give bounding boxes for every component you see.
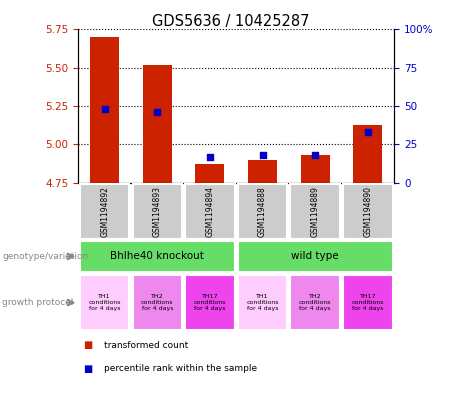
Text: ■: ■ — [83, 340, 92, 350]
Text: TH2
conditions
for 4 days: TH2 conditions for 4 days — [299, 294, 331, 311]
Bar — [354, 125, 382, 183]
Text: GSM1194892: GSM1194892 — [100, 186, 109, 237]
Text: growth protocol: growth protocol — [2, 298, 74, 307]
Text: Bhlhe40 knockout: Bhlhe40 knockout — [110, 252, 204, 261]
Text: wild type: wild type — [291, 252, 339, 261]
Text: GSM1194893: GSM1194893 — [153, 186, 162, 237]
Bar — [195, 164, 225, 183]
Bar — [343, 275, 393, 330]
Point — [206, 154, 213, 160]
Bar — [238, 241, 393, 272]
Text: transformed count: transformed count — [104, 341, 188, 349]
Text: GSM1194890: GSM1194890 — [363, 186, 372, 237]
Bar — [185, 275, 235, 330]
Bar — [290, 275, 340, 330]
Text: ■: ■ — [83, 364, 92, 374]
Bar — [133, 184, 182, 239]
Bar — [238, 275, 287, 330]
Bar — [80, 275, 130, 330]
Bar — [143, 65, 172, 183]
Text: TH1
conditions
for 4 days: TH1 conditions for 4 days — [246, 294, 279, 311]
Text: TH2
conditions
for 4 days: TH2 conditions for 4 days — [141, 294, 173, 311]
Text: GSM1194894: GSM1194894 — [206, 186, 214, 237]
Bar — [133, 275, 182, 330]
Text: GSM1194888: GSM1194888 — [258, 186, 267, 237]
Text: GDS5636 / 10425287: GDS5636 / 10425287 — [152, 14, 309, 29]
Point — [364, 129, 372, 135]
Text: TH17
conditions
for 4 days: TH17 conditions for 4 days — [194, 294, 226, 311]
Text: genotype/variation: genotype/variation — [2, 252, 89, 261]
Bar — [80, 241, 235, 272]
Point — [259, 152, 266, 158]
Bar — [90, 37, 119, 183]
Text: GSM1194889: GSM1194889 — [311, 186, 320, 237]
Text: TH1
conditions
for 4 days: TH1 conditions for 4 days — [89, 294, 121, 311]
Point — [312, 152, 319, 158]
Bar — [80, 184, 130, 239]
Bar — [238, 184, 287, 239]
Bar — [343, 184, 393, 239]
Bar — [301, 155, 330, 183]
Text: percentile rank within the sample: percentile rank within the sample — [104, 364, 257, 373]
Text: TH17
conditions
for 4 days: TH17 conditions for 4 days — [352, 294, 384, 311]
Point — [101, 106, 108, 112]
Point — [154, 109, 161, 116]
Bar — [290, 184, 340, 239]
Bar — [185, 184, 235, 239]
Bar — [248, 160, 277, 183]
